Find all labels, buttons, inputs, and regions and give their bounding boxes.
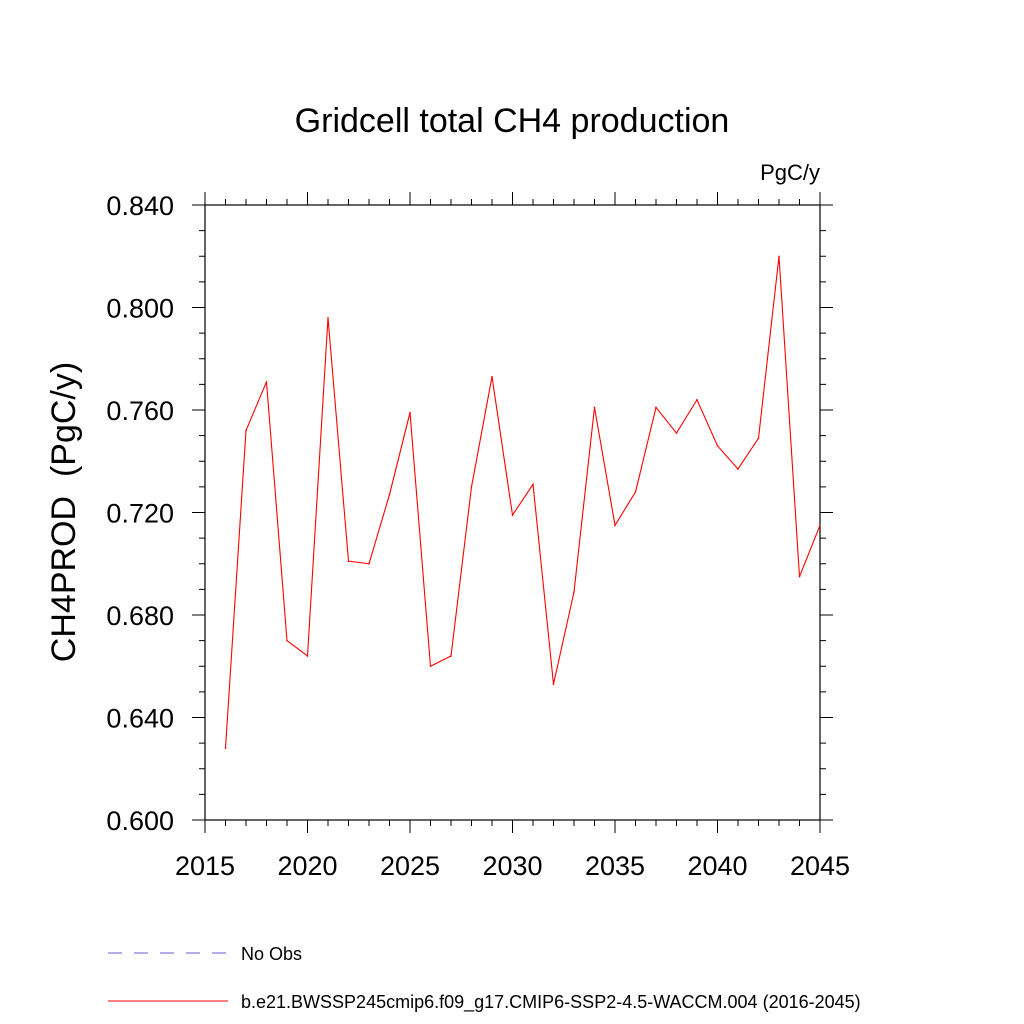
data-point <box>634 491 637 493</box>
data-point <box>511 514 514 516</box>
data-point <box>368 562 370 565</box>
data-point <box>778 255 780 258</box>
data-point <box>716 445 719 447</box>
y-tick-label: 0.720 <box>106 499 174 529</box>
data-point <box>532 483 534 486</box>
data-point <box>737 468 739 470</box>
y-tick-label: 0.680 <box>106 601 174 631</box>
data-point <box>306 655 309 657</box>
x-tick-label: 2040 <box>687 851 747 881</box>
legend-label: No Obs <box>241 944 302 964</box>
units-label: PgC/y <box>760 160 820 185</box>
x-tick-label: 2030 <box>482 851 542 881</box>
y-axis-label: CH4PROD (PgC/y) <box>45 362 83 662</box>
series-layer <box>224 255 821 750</box>
data-point <box>655 406 657 409</box>
x-tick-label: 2045 <box>790 851 850 881</box>
data-point <box>552 683 555 685</box>
legend: No Obs b.e21.BWSSP245cmip6.f09_g17.CMIP6-… <box>108 944 861 1013</box>
data-point <box>347 560 350 562</box>
plot-axes: 2015 2020 2025 2030 2035 2040 2045 0.600 0.640 0.… <box>106 191 850 881</box>
y-tick-label: 0.840 <box>106 191 174 221</box>
data-point <box>245 429 247 432</box>
x-tick-label: 2020 <box>277 851 337 881</box>
y-tick-label: 0.760 <box>106 396 174 426</box>
data-point <box>429 665 432 668</box>
series-line <box>224 256 821 749</box>
data-point <box>327 316 329 319</box>
data-point <box>819 524 821 527</box>
data-point <box>450 655 452 657</box>
data-point <box>573 591 575 593</box>
data-point <box>286 639 288 642</box>
data-point <box>614 524 616 527</box>
x-tick-label: 2015 <box>175 851 235 881</box>
y-tick-label: 0.600 <box>106 806 174 836</box>
data-point <box>696 398 698 401</box>
data-point <box>491 375 493 378</box>
data-point <box>675 432 678 434</box>
data-point <box>470 486 473 488</box>
data-point <box>798 575 801 578</box>
y-tick-label: 0.800 <box>106 294 174 324</box>
x-tick-label: 2035 <box>585 851 645 881</box>
data-point <box>593 406 596 409</box>
data-point <box>409 411 411 414</box>
data-point <box>224 747 227 750</box>
chart-title: Gridcell total CH4 production <box>295 102 730 140</box>
x-tick-label: 2025 <box>380 851 440 881</box>
data-point <box>757 437 760 439</box>
legend-label: b.e21.BWSSP245cmip6.f09_g17.CMIP6-SSP2-4… <box>241 992 861 1013</box>
data-point <box>388 493 391 496</box>
data-point <box>265 381 268 383</box>
y-tick-label: 0.640 <box>106 704 174 734</box>
